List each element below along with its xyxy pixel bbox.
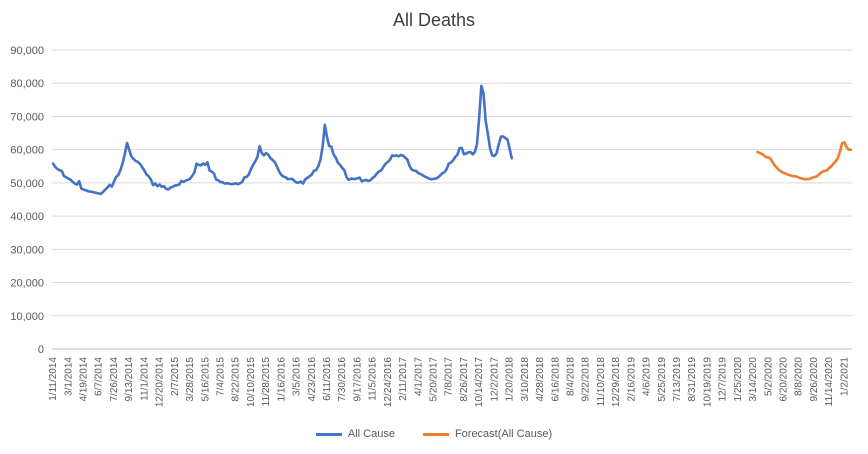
- x-axis-tick-labels: 1/11/2014 3/1/2014 4/19/2014 6/7/2014 7/26/2…: [48, 357, 850, 407]
- y-tick-label: 80,000: [10, 78, 44, 90]
- series-lines: [51, 84, 853, 196]
- x-tick-label: 11/28/2015: [261, 357, 272, 407]
- gridlines: [52, 49, 852, 350]
- x-tick-label: 1/20/2018: [505, 357, 516, 402]
- x-tick-label: 12/24/2016: [383, 357, 394, 407]
- chart-title: All Deaths: [392, 10, 476, 30]
- y-tick-label: 40,000: [10, 211, 44, 223]
- series-line-all-cause: [51, 84, 514, 196]
- y-tick-label: 90,000: [10, 45, 44, 57]
- x-tick-label: 9/17/2016: [352, 357, 363, 402]
- x-tick-label: 1/16/2016: [276, 357, 287, 402]
- x-tick-label: 9/13/2014: [124, 357, 135, 402]
- x-tick-label: 2/11/2017: [398, 357, 409, 401]
- x-tick-label: 5/25/2019: [657, 357, 668, 402]
- x-tick-label: 12/2/2017: [489, 357, 500, 402]
- x-tick-label: 3/5/2016: [292, 357, 303, 396]
- x-tick-label: 4/1/2017: [413, 357, 424, 396]
- x-tick-label: 7/30/2016: [337, 357, 348, 402]
- x-tick-label: 2/16/2019: [626, 357, 637, 402]
- y-tick-label: 70,000: [10, 111, 44, 123]
- x-tick-label: 5/16/2015: [200, 357, 211, 402]
- x-tick-label: 10/19/2019: [702, 357, 713, 407]
- x-tick-label: 4/28/2018: [535, 357, 546, 402]
- x-tick-label: 5/2/2020: [763, 357, 774, 396]
- x-tick-label: 8/31/2019: [687, 357, 698, 402]
- x-tick-label: 3/10/2018: [520, 357, 531, 402]
- x-tick-label: 9/26/2020: [809, 357, 820, 402]
- x-tick-label: 10/10/2015: [246, 357, 257, 407]
- legend-label-forecast: Forecast(All Cause): [454, 428, 553, 440]
- x-tick-label: 8/22/2015: [231, 357, 242, 402]
- x-tick-label: 12/20/2014: [155, 357, 166, 407]
- x-tick-label: 1/25/2020: [733, 357, 744, 402]
- x-tick-label: 8/4/2018: [565, 357, 576, 396]
- x-tick-label: 11/10/2018: [596, 357, 607, 407]
- legend: All Cause Forecast(All Cause): [0, 428, 868, 440]
- y-tick-label: 20,000: [10, 278, 44, 290]
- legend-swatch-all-cause: [315, 432, 342, 436]
- x-tick-label: 7/8/2017: [444, 357, 455, 396]
- x-tick-label: 10/14/2017: [474, 357, 485, 407]
- x-tick-label: 6/16/2018: [550, 357, 561, 402]
- y-tick-label: 10,000: [10, 311, 44, 323]
- x-tick-label: 12/7/2019: [718, 357, 729, 402]
- y-tick-label: 50,000: [10, 178, 44, 190]
- y-axis-tick-labels: 0 10,000 20,000 30,000 40,000 50,000 60,000 70,…: [10, 45, 44, 356]
- x-tick-label: 4/6/2019: [642, 357, 653, 396]
- x-tick-label: 9/22/2018: [581, 357, 592, 402]
- x-tick-label: 4/23/2016: [307, 357, 318, 402]
- y-tick-label: 60,000: [10, 145, 44, 157]
- legend-item-forecast: Forecast(All Cause): [422, 428, 553, 440]
- x-tick-label: 3/14/2020: [748, 357, 759, 402]
- y-tick-label: 30,000: [10, 244, 44, 256]
- x-tick-label: 12/29/2018: [611, 357, 622, 407]
- y-tick-label: 0: [38, 344, 44, 356]
- x-tick-label: 3/28/2015: [185, 357, 196, 402]
- x-tick-label: 6/7/2014: [94, 357, 105, 396]
- x-tick-label: 6/20/2020: [779, 357, 790, 402]
- x-tick-label: 2/7/2015: [170, 357, 181, 396]
- x-tick-label: 5/20/2017: [429, 357, 440, 402]
- legend-swatch-forecast: [422, 432, 449, 436]
- series-line-forecast: [756, 141, 853, 181]
- x-tick-label: 3/1/2014: [63, 357, 74, 396]
- x-tick-label: 6/11/2016: [322, 357, 333, 401]
- x-tick-label: 8/26/2017: [459, 357, 470, 402]
- legend-label-all-cause: All Cause: [347, 428, 395, 440]
- legend-item-all-cause: All Cause: [315, 428, 395, 440]
- x-tick-label: 7/13/2019: [672, 357, 683, 402]
- x-tick-label: 11/1/2014: [139, 357, 150, 401]
- x-tick-label: 4/19/2014: [79, 357, 90, 402]
- x-tick-label: 7/26/2014: [109, 357, 120, 402]
- x-tick-label: 7/4/2015: [215, 357, 226, 396]
- x-tick-label: 11/5/2016: [368, 357, 379, 401]
- x-tick-label: 1/2/2021: [839, 357, 850, 396]
- x-tick-label: 8/8/2020: [794, 357, 805, 396]
- x-tick-label: 1/11/2014: [48, 357, 59, 401]
- x-tick-label: 11/14/2020: [824, 357, 835, 407]
